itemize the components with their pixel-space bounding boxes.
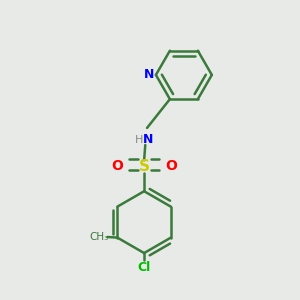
Text: Cl: Cl bbox=[137, 261, 151, 274]
Text: O: O bbox=[111, 159, 123, 173]
Text: N: N bbox=[144, 68, 154, 81]
Text: O: O bbox=[166, 159, 177, 173]
Text: S: S bbox=[139, 159, 150, 174]
Text: CH₃: CH₃ bbox=[89, 232, 108, 242]
Text: N: N bbox=[143, 133, 153, 146]
Text: H: H bbox=[135, 135, 143, 145]
